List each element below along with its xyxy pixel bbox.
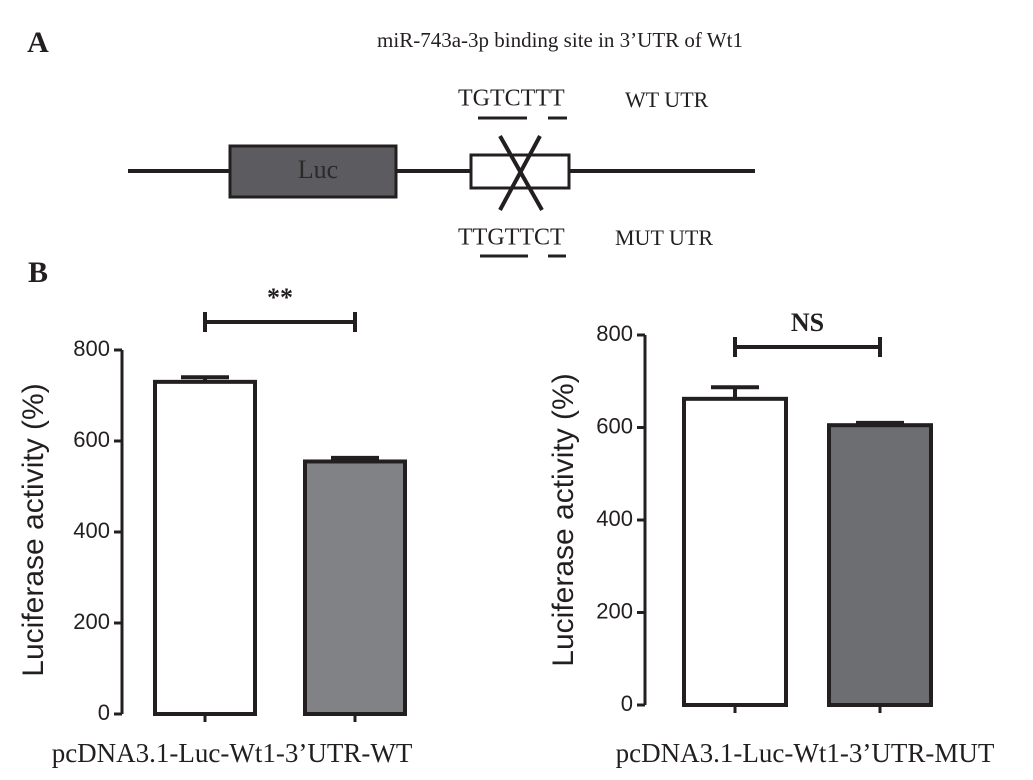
diagram-title: miR-743a-3p binding site in 3’UTR of Wt1 <box>377 28 743 52</box>
significance-label: ** <box>267 283 293 312</box>
y-axis-label: Luciferase activity (%) <box>547 373 580 666</box>
mut-label: MUT UTR <box>615 225 713 250</box>
luc-label: Luc <box>298 155 338 184</box>
bar <box>682 396 788 707</box>
x-axis-label: pcDNA3.1-Luc-Wt1-3’UTR-MUT <box>616 738 995 768</box>
x-axis-label: pcDNA3.1-Luc-Wt1-3’UTR-WT <box>52 738 413 768</box>
wt-sequence: TGTCTTT <box>458 86 565 112</box>
mut-sequence: TTGTTCT <box>458 225 565 251</box>
y-tick-label: 600 <box>73 427 110 452</box>
y-tick-label: 200 <box>73 609 110 634</box>
y-axis-label: Luciferase activity (%) <box>17 383 50 676</box>
y-tick-label: 400 <box>73 518 110 543</box>
wt-label: WT UTR <box>625 87 709 112</box>
y-tick-label: 600 <box>596 413 633 438</box>
panel-label: B <box>28 256 48 289</box>
bar <box>827 423 933 707</box>
y-tick-label: 200 <box>596 598 633 623</box>
luc-box <box>228 144 398 199</box>
y-tick-label: 0 <box>621 691 633 716</box>
significance-label: NS <box>791 308 824 337</box>
panel-label: A <box>27 26 49 59</box>
y-tick-label: 0 <box>98 700 110 725</box>
y-tick-label: 800 <box>73 336 110 361</box>
bar <box>153 379 257 716</box>
cross-line <box>498 135 542 211</box>
bar <box>303 459 407 716</box>
y-tick-label: 800 <box>596 321 633 346</box>
y-tick-label: 400 <box>596 506 633 531</box>
